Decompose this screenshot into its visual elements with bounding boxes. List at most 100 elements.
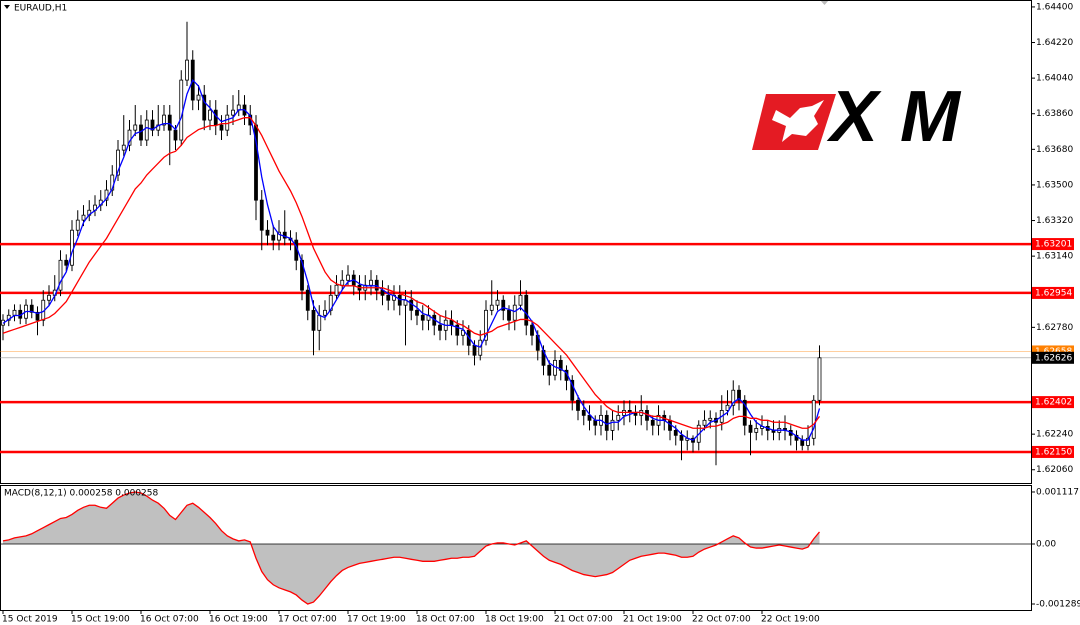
y-tick-label: 1.63500 xyxy=(1036,180,1073,190)
candle-body xyxy=(472,344,477,356)
pane-frame xyxy=(0,485,1032,611)
y-tick-label: 1.63860 xyxy=(1036,109,1073,119)
candle-body xyxy=(81,214,86,221)
candle-body xyxy=(501,299,506,311)
candle-body xyxy=(616,414,621,421)
candle-body xyxy=(495,299,500,306)
x-tick-label: 21 Oct 19:00 xyxy=(623,615,682,625)
candle-body xyxy=(570,379,575,401)
candle-body xyxy=(420,314,425,321)
candle-body xyxy=(35,311,40,321)
x-tick-label: 18 Oct 19:00 xyxy=(485,615,544,625)
candle-body xyxy=(742,399,747,426)
candle-body xyxy=(679,434,684,441)
candle-body xyxy=(489,304,494,311)
candle-body xyxy=(702,419,707,426)
y-tick-label: -0.001289 xyxy=(1036,599,1080,609)
y-tick-label: 1.63140 xyxy=(1036,252,1073,262)
level-label-box xyxy=(1032,445,1074,458)
candle-body xyxy=(29,304,34,313)
candle-body xyxy=(524,294,529,326)
candle-body xyxy=(811,399,816,439)
title-arrow xyxy=(4,5,10,9)
level-label-box xyxy=(1032,286,1074,299)
candle-body xyxy=(587,414,592,421)
candle-body xyxy=(731,389,736,406)
candle-body xyxy=(58,259,63,291)
y-tick-label: 1.62060 xyxy=(1036,465,1073,475)
candle-body xyxy=(438,324,442,331)
x-tick-label: 15 Oct 2019 xyxy=(2,615,58,625)
candle-body xyxy=(202,94,207,121)
candle-body xyxy=(121,144,126,151)
candle-body xyxy=(259,199,264,231)
candle-body xyxy=(47,294,51,301)
x-tick-label: 15 Oct 19:00 xyxy=(71,615,130,625)
candle-body xyxy=(449,319,454,326)
candle-body xyxy=(323,309,327,316)
candle-body xyxy=(340,279,345,286)
y-tick-label: 1.63680 xyxy=(1036,145,1073,155)
candle-body xyxy=(277,231,281,241)
y-tick-label: 0.00 xyxy=(1036,539,1056,549)
pane-frame xyxy=(0,0,1032,484)
candle-body xyxy=(265,229,270,236)
candle-body xyxy=(346,274,350,281)
candle-body xyxy=(173,129,178,141)
bid-label-box xyxy=(1032,351,1074,364)
candle-body xyxy=(196,94,201,101)
candle-body xyxy=(547,364,552,376)
candle-body xyxy=(162,114,166,126)
candle-body xyxy=(673,429,678,436)
candle-body xyxy=(484,309,488,341)
candle-body xyxy=(558,359,563,371)
candle-body xyxy=(754,428,759,433)
logo: XM xyxy=(752,77,962,157)
candle-body xyxy=(127,129,132,146)
candle-body xyxy=(64,259,69,266)
scroll-marker xyxy=(820,0,829,5)
level-label: 1.63201 xyxy=(1035,240,1072,250)
ma-line xyxy=(2,117,821,429)
candle-body xyxy=(208,109,212,121)
level-label: 1.62954 xyxy=(1035,288,1072,298)
candle-body xyxy=(144,119,149,141)
y-tick-label: 1.62240 xyxy=(1036,430,1073,440)
x-tick-label: 21 Oct 07:00 xyxy=(554,615,613,625)
candle-body xyxy=(317,314,322,331)
candle-body xyxy=(409,299,414,311)
level-label: 1.62402 xyxy=(1035,398,1072,408)
candle-body xyxy=(725,404,730,411)
x-tick-label: 18 Oct 07:00 xyxy=(416,615,475,625)
indicator-title: MACD(8,12,1) 0.000258 0.000258 xyxy=(4,489,159,499)
y-tick-label: 1.62780 xyxy=(1036,323,1073,333)
y-tick-label: 1.64040 xyxy=(1036,74,1073,84)
ma-line xyxy=(2,78,821,441)
candle-body xyxy=(12,309,17,316)
candle-body xyxy=(386,294,391,301)
bid-label: 1.62626 xyxy=(1035,353,1072,363)
x-tick-label: 17 Oct 19:00 xyxy=(347,615,406,625)
x-tick-label: 17 Oct 07:00 xyxy=(278,615,337,625)
candle-body xyxy=(800,439,805,446)
x-tick-label: 22 Oct 07:00 xyxy=(692,615,751,625)
candle-body xyxy=(70,229,74,266)
candle-body xyxy=(806,437,810,446)
candle-body xyxy=(185,59,189,81)
candle-body xyxy=(219,124,224,131)
level-label-box xyxy=(1032,396,1074,409)
y-tick-label: 1.64220 xyxy=(1036,38,1073,48)
logo-bull xyxy=(772,100,824,142)
candle-body xyxy=(593,419,598,426)
candle-body xyxy=(650,419,655,426)
candle-body xyxy=(305,289,310,311)
y-tick-label: 1.64400 xyxy=(1036,2,1073,12)
macd-area xyxy=(3,491,820,604)
candle-body xyxy=(231,109,235,116)
candle-body xyxy=(133,124,138,131)
candle-body xyxy=(708,417,713,421)
candle-body xyxy=(271,234,276,241)
candle-body xyxy=(116,149,120,176)
